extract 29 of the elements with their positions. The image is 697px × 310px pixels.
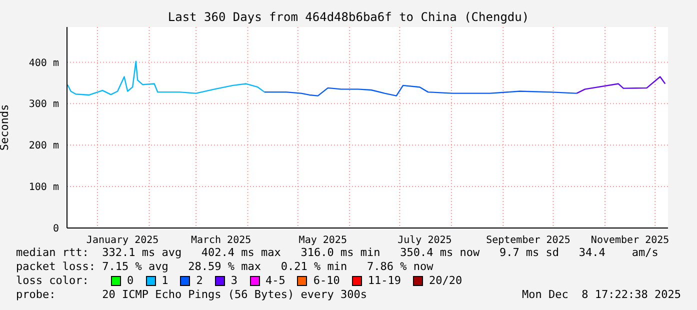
y-tick-label: 400 m	[28, 58, 59, 69]
legend-label: 6-10	[312, 274, 340, 288]
line-series	[67, 60, 266, 96]
y-tick-label: 200 m	[28, 140, 59, 152]
x-tick-label: January 2025	[86, 235, 159, 246]
text: Mon Dec 8 17:22:38 2025	[522, 288, 681, 302]
legend-label: 3	[230, 274, 238, 288]
legend-title: loss color:	[16, 274, 90, 288]
x-tick-label: November 2025	[590, 235, 670, 246]
x-tick-label: July 2025	[398, 235, 452, 246]
line-series	[264, 84, 578, 96]
legend-label: 11-19	[366, 274, 401, 288]
chart-title: Last 360 Days from 464d48b6ba6f to China (Chengdu)	[166, 10, 530, 24]
text: packet loss: 7.15 % avg 28.59 % max 0.21 % min 7.86 % now	[16, 260, 434, 274]
legend-label: 2	[195, 274, 203, 288]
x-tick-label: March 2025	[190, 235, 252, 246]
legend-label: 4-5	[264, 274, 286, 288]
legend-label: 0	[126, 274, 134, 288]
y-tick-label: 300 m	[28, 99, 59, 110]
text: median rtt: 332.1 ms avg 402.4 ms max 316.0 ms min 350.4 ms now 9.7 ms sd 34.4 am/s	[16, 246, 660, 260]
x-tick-label: September 2025	[486, 235, 570, 246]
y-tick-label: 0	[52, 224, 59, 235]
legend-label: 1	[160, 274, 168, 288]
y-axis-title: Seconds	[0, 104, 11, 151]
text: probe: 20 ICMP Echo Pings (56 Bytes) every 300s	[16, 288, 367, 302]
x-tick-label: May 2025	[298, 235, 347, 246]
legend-label: 20/20	[428, 274, 462, 288]
y-tick-label: 100 m	[28, 182, 59, 194]
line-series	[576, 76, 666, 94]
